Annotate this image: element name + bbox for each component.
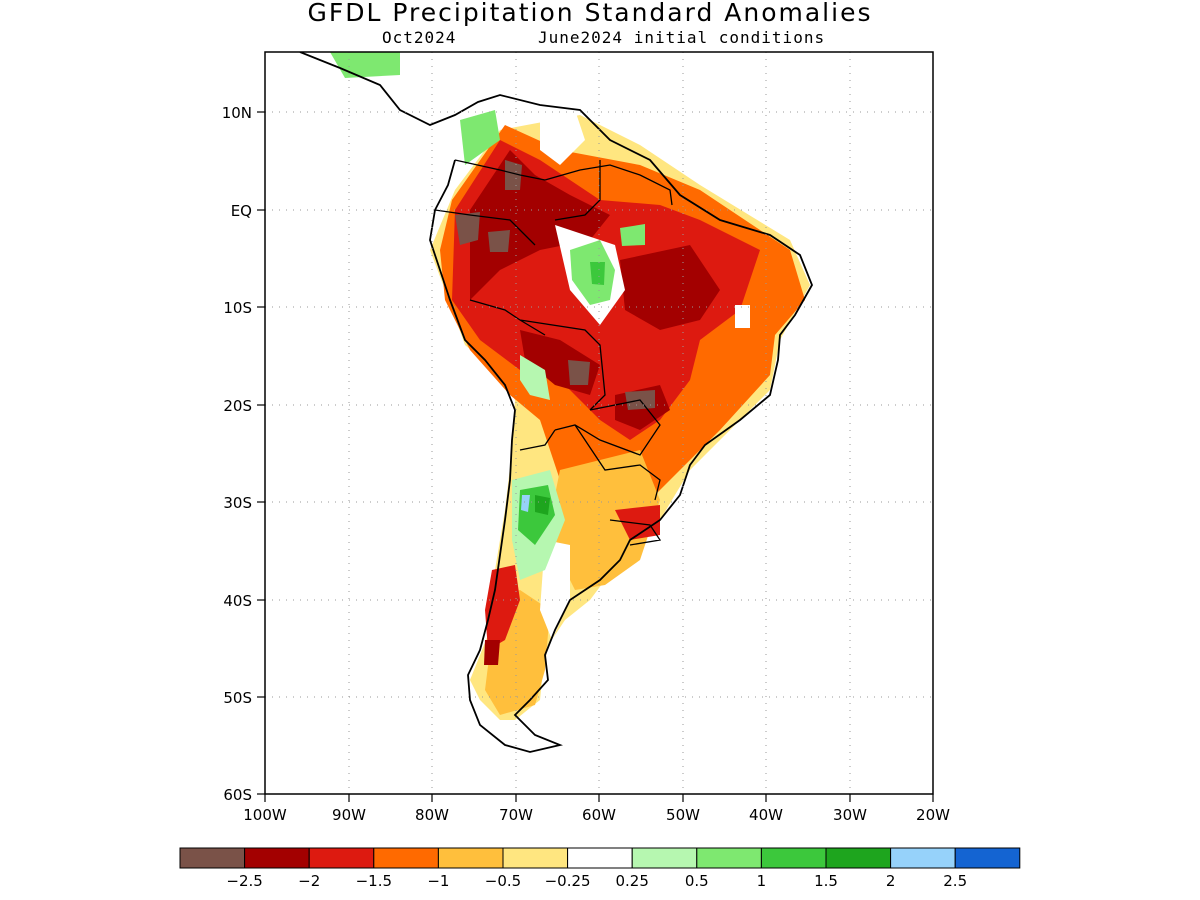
colorbar-swatch	[696, 847, 762, 869]
colorbar-swatch	[179, 847, 246, 869]
colorbar-label: −0.5	[485, 872, 521, 890]
coastline	[299, 52, 813, 753]
lon-label: 40W	[749, 806, 783, 824]
lon-label: 70W	[499, 806, 533, 824]
colorbar-label: −1.5	[356, 872, 392, 890]
target-month: Oct2024	[382, 28, 457, 47]
region-blue-1	[521, 495, 530, 512]
lat-label: 40S	[223, 592, 252, 610]
lat-label: 30S	[223, 494, 252, 512]
colorbar-swatch	[567, 847, 633, 869]
region-white-3	[735, 305, 750, 328]
lon-label: 30W	[833, 806, 867, 824]
region-south-red	[615, 505, 660, 540]
lon-label: 20W	[916, 806, 950, 824]
lat-label: 50S	[223, 689, 252, 707]
lon-label: 90W	[332, 806, 366, 824]
region-green-2	[620, 224, 645, 246]
region-brown-2	[455, 212, 480, 245]
country-borders	[434, 159, 673, 546]
colorbar-label: −2.5	[226, 872, 262, 890]
colorbar-label: 1.5	[814, 872, 838, 890]
colorbar-label: 2.5	[943, 872, 967, 890]
colorbar-swatch	[825, 847, 892, 869]
lon-label: 60W	[582, 806, 616, 824]
lon-labels: 100W 90W 80W 70W 60W 50W 40W 30W 20W	[243, 806, 950, 824]
colorbar-swatch	[760, 847, 827, 869]
colorbar-swatch	[890, 847, 956, 869]
region-patagonia-red	[485, 565, 520, 650]
colorbar-swatch	[373, 847, 439, 869]
axis-ticks	[257, 111, 934, 802]
region-brown-1	[505, 160, 522, 190]
region-patagonia-darkred	[484, 640, 500, 665]
lon-label: 80W	[415, 806, 449, 824]
region-green-5c	[535, 495, 550, 515]
region-green-3	[460, 110, 500, 165]
colorbar-label: 1	[757, 872, 767, 890]
colorbar-label: 0.25	[615, 872, 648, 890]
anomaly-field	[299, 52, 813, 753]
lon-label: 100W	[243, 806, 287, 824]
lat-label: 10N	[222, 104, 252, 122]
colorbar-label: −2	[298, 872, 320, 890]
lat-label: 10S	[223, 299, 252, 317]
colorbar-swatch	[954, 847, 1021, 869]
colorbar-swatch	[631, 847, 698, 869]
colorbar-label: −1	[427, 872, 449, 890]
colorbar-label: 0.5	[685, 872, 709, 890]
grid	[265, 52, 933, 794]
initial-conditions: June2024 initial conditions	[538, 28, 826, 47]
colorbar-label: −0.25	[545, 872, 591, 890]
colorbar-swatch	[502, 847, 569, 869]
colorbar-label: 2	[886, 872, 896, 890]
map-title: GFDL Precipitation Standard Anomalies	[307, 0, 873, 27]
region-green-1b	[590, 262, 605, 285]
colorbar-swatch	[308, 847, 375, 869]
region-green-4	[520, 355, 550, 400]
lat-label: EQ	[231, 202, 252, 220]
colorbar-swatch	[244, 847, 310, 869]
lat-label: 20S	[223, 397, 252, 415]
region-white-1	[540, 110, 585, 165]
lat-labels: 10N EQ 10S 20S 30S 40S 50S 60S	[222, 104, 252, 804]
lat-label: 60S	[223, 786, 252, 804]
region-south-orange	[550, 450, 660, 590]
colorbar: −2.5 −2 −1.5 −1 −0.5 −0.25 0.25 0.5 1 1.5 2 2.5	[179, 847, 1021, 890]
region-brown-3	[488, 230, 510, 252]
region-darkred-2	[620, 245, 720, 330]
colorbar-swatch	[437, 847, 504, 869]
region-brown-4	[568, 360, 590, 385]
lon-label: 50W	[666, 806, 700, 824]
